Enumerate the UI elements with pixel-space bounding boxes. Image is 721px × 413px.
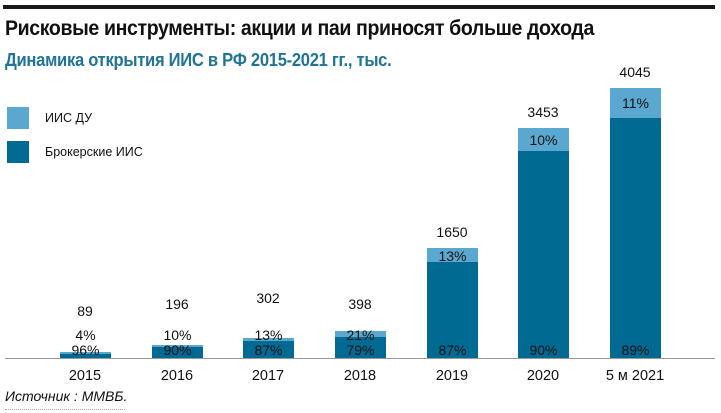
source-divider — [5, 409, 125, 410]
x-axis-tick-label: 2017 — [251, 368, 285, 384]
bar-segment-du — [610, 88, 661, 118]
total-value-label: 4045 — [619, 64, 651, 80]
bar-segment-broker — [152, 347, 203, 358]
bar-segment-du — [60, 352, 111, 354]
bar-segment-broker — [243, 341, 294, 358]
x-axis-tick-label: 2015 — [68, 368, 102, 384]
chart-subtitle: Динамика открытия ИИС в РФ 2015-2021 гг.… — [5, 50, 392, 70]
du-percent-label: 11% — [622, 95, 649, 111]
broker-percent-label: 89% — [621, 342, 650, 358]
total-value-label: 398 — [348, 296, 372, 312]
bar-segment-du — [243, 338, 294, 341]
broker-percent-label: 87% — [254, 342, 283, 358]
total-value-label: 196 — [165, 296, 189, 312]
total-value-label: 302 — [256, 290, 280, 306]
bar-segment-broker — [60, 354, 111, 358]
bar-3 — [335, 331, 386, 358]
du-percent-label: 13% — [438, 248, 467, 264]
x-axis-tick-label: 2016 — [160, 368, 194, 384]
broker-percent-label: 90% — [163, 342, 192, 358]
legend-item-iis-du: ИИС ДУ — [7, 107, 92, 129]
legend-swatch-broker — [7, 141, 29, 163]
x-axis-tick-label: 2018 — [343, 368, 377, 384]
legend-item-broker-iis: Брокерские ИИС — [7, 141, 143, 163]
broker-percent-label: 96% — [71, 342, 100, 358]
broker-percent-label: 87% — [438, 342, 467, 358]
bar-segment-broker — [610, 118, 661, 358]
legend-label: ИИС ДУ — [45, 111, 93, 125]
legend-label: Брокерские ИИС — [45, 145, 143, 159]
total-value-label: 3453 — [527, 104, 559, 120]
bar-4 — [427, 248, 478, 358]
du-percent-label: 21% — [346, 327, 375, 343]
du-percent-label: 13% — [254, 327, 283, 343]
x-axis-tick-label: 2020 — [526, 368, 560, 384]
bar-6 — [610, 88, 661, 358]
broker-percent-label: 79% — [346, 342, 375, 358]
x-axis-line — [5, 358, 715, 359]
legend-swatch-du — [7, 107, 29, 129]
bar-segment-du — [335, 331, 386, 337]
bar-2 — [243, 338, 294, 358]
chart-title: Рисковые инструменты: акции и паи принос… — [5, 17, 594, 40]
total-value-label: 1650 — [436, 224, 468, 240]
bar-segment-broker — [518, 151, 569, 358]
bar-0 — [60, 352, 111, 358]
bar-5 — [518, 128, 569, 358]
total-value-label: 89 — [77, 303, 93, 319]
du-percent-label: 10% — [163, 327, 192, 343]
source-note: Источник : ММВБ. — [5, 388, 128, 404]
top-rule — [3, 5, 715, 9]
x-axis-tick-label: 5 м 2021 — [605, 368, 665, 384]
du-percent-label: 10% — [529, 131, 558, 148]
bar-segment-broker — [427, 262, 478, 358]
bar-segment-du — [518, 128, 569, 151]
bar-1 — [152, 345, 203, 358]
broker-percent-label: 90% — [529, 342, 558, 358]
bar-segment-du — [152, 345, 203, 347]
x-axis-tick-label: 2019 — [435, 368, 469, 384]
du-percent-label: 4% — [75, 327, 96, 343]
bar-segment-broker — [335, 337, 386, 358]
bar-segment-du — [427, 248, 478, 262]
